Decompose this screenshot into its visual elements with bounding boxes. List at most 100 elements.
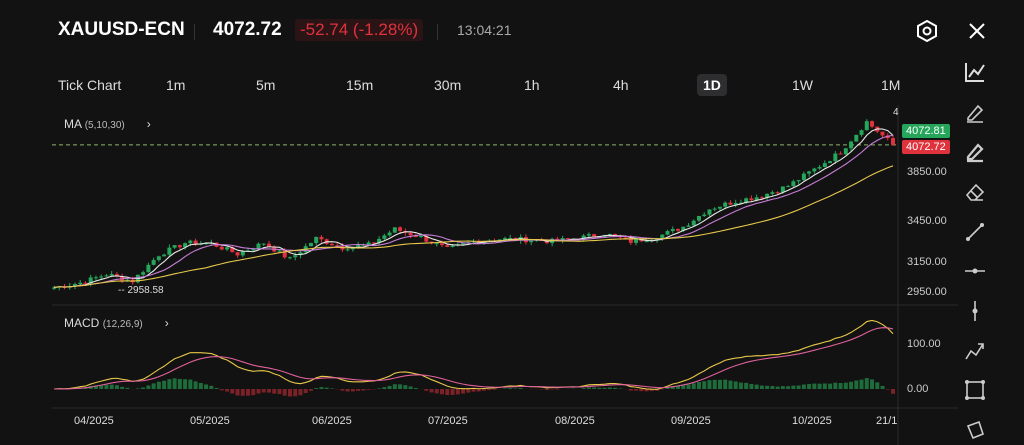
macd-histogram-bar [193,381,198,389]
candle [833,153,838,162]
candle [828,161,833,164]
candle [408,232,413,236]
macd-histogram-bar [738,382,743,389]
macd-histogram-bar [639,389,644,392]
candle [859,130,864,135]
timeframe-1m[interactable]: 1m [166,77,186,93]
candle [72,284,77,287]
rectangle-icon[interactable] [963,378,987,402]
candle [712,208,717,210]
macd-histogram-bar [502,388,507,389]
macd-histogram-bar [120,386,125,389]
timeframe-1w[interactable]: 1W [792,77,813,93]
macd-histogram-bar [303,389,308,394]
candle [749,198,754,201]
macd-histogram-bar [733,381,738,389]
macd-histogram-bar [487,389,492,391]
candle [508,237,513,239]
macd-histogram-bar [602,387,607,389]
ma-indicator-label[interactable]: MA (5,10,30) › [64,117,151,131]
vertical-line-icon[interactable] [963,299,987,323]
highlighter-icon[interactable] [963,140,987,164]
candle [791,181,796,187]
candle [277,250,282,252]
macd-histogram-bar [696,381,701,389]
macd-histogram-bar [99,384,104,389]
macd-histogram-bar [455,389,460,395]
macd-histogram-bar [340,389,345,391]
candle [193,240,198,245]
candle [628,237,633,243]
candle [854,134,859,142]
macd-histogram-bar [607,387,612,389]
candle [88,277,93,284]
candle [266,243,271,247]
macd-histogram-bar [382,387,387,389]
candle [476,241,481,244]
timeframe-1d[interactable]: 1D [697,74,727,96]
price-axis-label: 2950.00 [907,286,947,298]
candle [728,202,733,205]
macd-histogram-bar [775,386,780,389]
candle [345,249,350,251]
eraser-icon[interactable] [963,180,987,204]
macd-axis-label: 100.00 [907,338,941,350]
settings-icon[interactable] [915,19,939,43]
macd-histogram-bar [398,384,403,389]
candle [78,282,83,285]
candle [256,243,261,250]
x-axis-label: 04/2025 [74,415,114,427]
macd-histogram-bar [214,388,219,389]
timeframe-15m[interactable]: 15m [346,77,374,93]
macd-name: MACD [64,316,100,330]
candle [445,245,450,247]
macd-histogram-bar [481,389,486,391]
candle [681,226,686,231]
candle [371,242,376,244]
candle [623,237,628,239]
pencil-icon[interactable] [963,101,987,125]
macd-histogram-bar [450,389,455,395]
macd-indicator-label[interactable]: MACD (12,26,9) › [64,316,169,330]
low-marker-value: 2958.58 [127,285,164,296]
horizontal-line-icon[interactable] [963,259,987,283]
symbol-title: XAUUSD-ECN [58,19,185,40]
macd-histogram-bar [440,389,445,395]
macd-histogram-bar [319,387,324,389]
candle [733,202,738,205]
macd-params: (12,26,9) [102,319,143,330]
candle [870,121,875,127]
macd-histogram-bar [518,387,523,389]
macd-histogram-bar [146,385,151,389]
timeframe-5m[interactable]: 5m [256,77,276,93]
macd-histogram-bar [256,389,261,394]
timeframe-30m[interactable]: 30m [434,77,462,93]
macd-histogram-bar [125,387,130,389]
trend-line-icon[interactable] [963,220,987,244]
macd-histogram-bar [167,379,172,389]
timeframe-1h[interactable]: 1h [524,77,540,93]
polyline-icon[interactable] [963,339,987,363]
candle [812,168,817,172]
divider [437,24,438,40]
candle [230,247,235,253]
macd-histogram-bar [466,389,471,393]
ma-params: (5,10,30) [84,120,125,131]
close-icon[interactable] [967,21,987,41]
macd-histogram-bar [434,389,439,394]
candle [691,220,696,226]
shape-icon[interactable] [963,418,987,442]
timeframe-4h[interactable]: 4h [613,77,629,93]
macd-histogram-bar [492,389,497,390]
candle [329,243,334,246]
macd-histogram-bar [272,389,277,394]
timeframe-tick-chart[interactable]: Tick Chart [58,77,122,93]
candle [754,197,759,201]
macd-histogram-bar [293,389,298,397]
candle [387,232,392,236]
macd-histogram-bar [329,388,334,389]
macd-histogram-bar [870,379,875,389]
timeframe-1m[interactable]: 1M [881,77,901,93]
trend-chart-icon[interactable] [963,60,987,84]
